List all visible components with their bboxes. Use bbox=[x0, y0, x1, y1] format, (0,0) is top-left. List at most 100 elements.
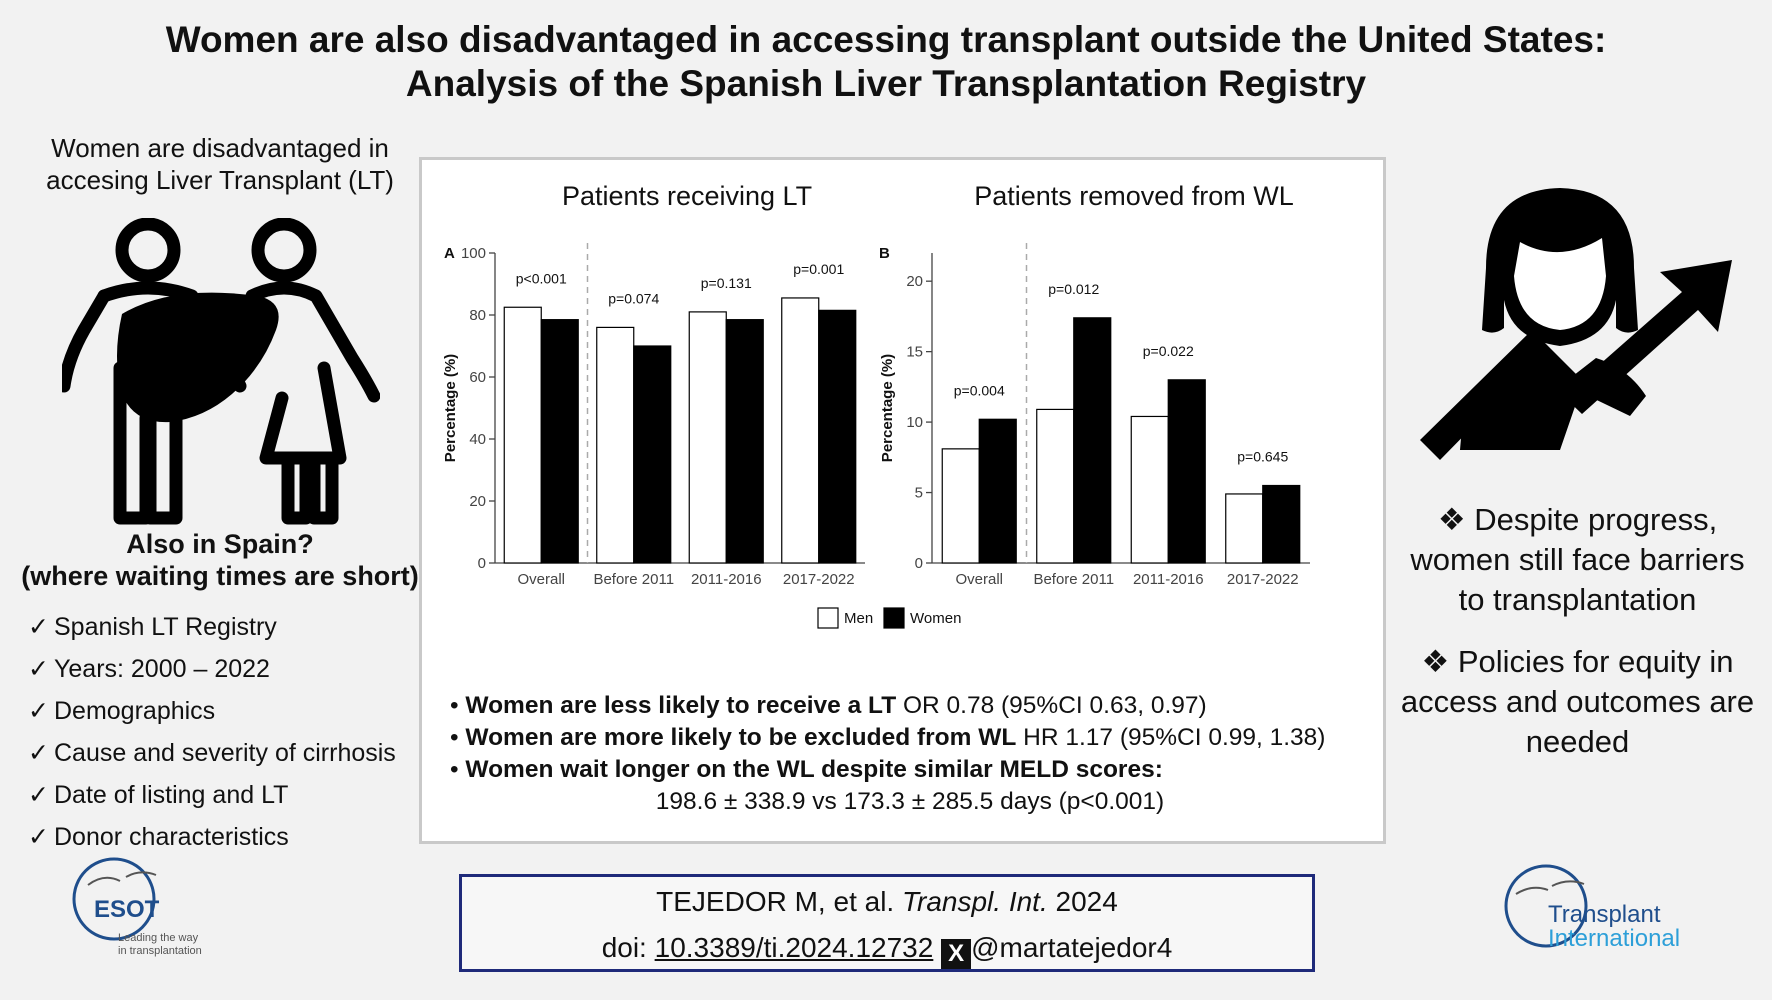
esot-tagline-1: Leading the way bbox=[118, 932, 199, 944]
citation-line: TEJEDOR M, et al. Transpl. Int. 2024 bbox=[656, 886, 1118, 917]
people-with-liver-icon bbox=[62, 218, 380, 525]
bar-men bbox=[1225, 493, 1264, 564]
p-value-label: p=0.022 bbox=[1143, 343, 1194, 359]
checklist-item: ✓ Donor characteristics bbox=[28, 816, 428, 858]
diamond-bullet-icon: ❖ bbox=[1437, 502, 1466, 537]
legend-swatch-men bbox=[817, 607, 839, 629]
y-tick-label: 20 bbox=[469, 493, 486, 510]
doi-link[interactable]: 10.3389/ti.2024.12732 bbox=[654, 932, 934, 963]
checklist-item: ✓ Years: 2000 – 2022 bbox=[28, 648, 428, 690]
check-icon: ✓ bbox=[28, 823, 49, 851]
bar-women bbox=[1167, 379, 1206, 564]
check-icon: ✓ bbox=[28, 655, 49, 683]
ti-name-line-1: Transplant bbox=[1548, 901, 1661, 928]
transplant-international-logo: Transplant International bbox=[1504, 864, 1680, 952]
key-findings: • Women are less likely to receive a LT … bbox=[450, 690, 1370, 818]
finding-3: • Women wait longer on the WL despite si… bbox=[450, 756, 1163, 783]
check-icon: ✓ bbox=[28, 739, 49, 767]
bar-men bbox=[503, 306, 542, 564]
bar-women bbox=[633, 345, 672, 564]
bar-men bbox=[941, 448, 980, 564]
conclusion-2: ❖ Policies for equity in access and outc… bbox=[1400, 644, 1755, 759]
p-value-label: p=0.645 bbox=[1237, 449, 1288, 465]
y-axis-label: Percentage (%) bbox=[879, 354, 896, 462]
x-tick-label: Before 2011 bbox=[1033, 571, 1114, 588]
left-intro-text: Women are disadvantaged in accesing Live… bbox=[20, 132, 420, 196]
checklist-item: ✓ Cause and severity of cirrhosis bbox=[28, 732, 428, 774]
p-value-label: p=0.131 bbox=[701, 275, 752, 291]
panel-label: A bbox=[444, 245, 455, 262]
checklist-item: ✓ Spanish LT Registry bbox=[28, 606, 428, 648]
y-tick-label: 20 bbox=[906, 273, 923, 290]
p-value-label: p<0.001 bbox=[516, 270, 567, 286]
doi-line: doi: 10.3389/ti.2024.12732 X @martatejedo… bbox=[601, 932, 1173, 969]
check-icon: ✓ bbox=[28, 781, 49, 809]
y-axis-label: Percentage (%) bbox=[442, 354, 459, 462]
chart-title: Patients removed from WL bbox=[974, 181, 1294, 211]
check-icon: ✓ bbox=[28, 697, 49, 725]
bar-women bbox=[1262, 484, 1301, 564]
legend-label: Men bbox=[844, 610, 873, 627]
methods-checklist: ✓ Spanish LT Registry ✓ Years: 2000 – 2022… bbox=[28, 606, 428, 858]
check-icon: ✓ bbox=[28, 613, 49, 641]
title-line-2: Analysis of the Spanish Liver Transplant… bbox=[405, 63, 1367, 104]
citation-box: TEJEDOR M, et al. Transpl. Int. 2024 doi… bbox=[459, 874, 1315, 972]
legend-label: Women bbox=[910, 610, 961, 627]
y-tick-label: 60 bbox=[469, 369, 486, 386]
bar-women bbox=[818, 309, 857, 564]
bar-women bbox=[725, 319, 764, 564]
x-tick-label: Before 2011 bbox=[593, 571, 674, 588]
bar-women bbox=[1073, 317, 1112, 564]
journal-name: Transpl. Int. bbox=[901, 886, 1048, 917]
esot-name: ESOT bbox=[94, 896, 160, 923]
x-tick-label: Overall bbox=[955, 571, 1003, 588]
checklist-item: ✓ Demographics bbox=[28, 690, 428, 732]
x-tick-label: 2017-2022 bbox=[1227, 571, 1299, 588]
y-tick-label: 5 bbox=[915, 485, 923, 502]
x-tick-label: 2011-2016 bbox=[1133, 571, 1204, 588]
bar-charts: Patients receiving LTA020406080100Percen… bbox=[442, 181, 1310, 629]
x-tick-label: 2017-2022 bbox=[783, 571, 855, 588]
p-value-label: p=0.012 bbox=[1048, 281, 1099, 297]
bar-men bbox=[596, 326, 635, 564]
checklist-item: ✓ Date of listing and LT bbox=[28, 774, 428, 816]
ti-name-line-2: International bbox=[1548, 925, 1680, 952]
spain-question: Also in Spain? (where waiting times are … bbox=[20, 528, 420, 592]
chart-title: Patients receiving LT bbox=[562, 181, 812, 211]
esot-logo: ESOT Leading the way in transplantation bbox=[72, 857, 202, 957]
esot-tagline-2: in transplantation bbox=[118, 945, 202, 957]
intro-line-1: Women are disadvantaged in bbox=[51, 133, 389, 163]
y-tick-label: 80 bbox=[469, 307, 486, 324]
panel-label: B bbox=[879, 245, 890, 262]
conclusions: ❖ Despite progress, women still face bar… bbox=[1400, 500, 1755, 784]
p-value-label: p=0.004 bbox=[954, 382, 1005, 398]
diamond-bullet-icon: ❖ bbox=[1421, 644, 1450, 679]
x-logo-icon: X bbox=[941, 939, 972, 969]
conclusion-1: ❖ Despite progress, women still face bar… bbox=[1410, 502, 1745, 617]
title-line-1: Women are also disadvantaged in accessin… bbox=[165, 19, 1607, 60]
x-tick-label: 2011-2016 bbox=[691, 571, 762, 588]
p-value-label: p=0.074 bbox=[608, 290, 659, 306]
bar-women bbox=[540, 319, 579, 564]
y-tick-label: 10 bbox=[906, 414, 923, 431]
y-tick-label: 40 bbox=[469, 431, 486, 448]
bar-men bbox=[688, 311, 727, 564]
finding-1: • Women are less likely to receive a LT … bbox=[450, 692, 1207, 719]
x-tick-label: Overall bbox=[517, 571, 565, 588]
y-tick-label: 15 bbox=[906, 344, 923, 361]
twitter-handle[interactable]: @martatejedor4 bbox=[971, 932, 1173, 963]
finding-3-values: 198.6 ± 338.9 vs 173.3 ± 285.5 days (p<0… bbox=[655, 788, 1165, 815]
question-line-2: (where waiting times are short) bbox=[21, 561, 419, 591]
finding-2: • Women are more likely to be excluded f… bbox=[450, 724, 1326, 751]
bar-women bbox=[978, 418, 1017, 564]
bar-men bbox=[1130, 415, 1169, 564]
intro-line-2: accesing Liver Transplant (LT) bbox=[46, 165, 394, 195]
figure-panel: Patients receiving LT A 0 20 40 60 80 100 Percen… bbox=[419, 157, 1386, 844]
legend-swatch-women bbox=[883, 607, 905, 629]
businesswoman-rising-arrow-icon bbox=[1420, 188, 1732, 460]
question-line-1: Also in Spain? bbox=[126, 529, 314, 559]
page-title: Women are also disadvantaged in accessin… bbox=[0, 18, 1772, 106]
y-tick-label: 0 bbox=[478, 555, 486, 572]
y-tick-label: 0 bbox=[915, 555, 923, 572]
bar-men bbox=[781, 297, 820, 564]
